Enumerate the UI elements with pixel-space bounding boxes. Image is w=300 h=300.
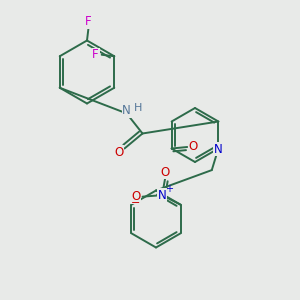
Text: O: O: [115, 146, 124, 159]
Text: N: N: [158, 189, 167, 202]
Text: O: O: [189, 140, 198, 153]
Text: F: F: [92, 48, 99, 61]
Text: N: N: [122, 104, 131, 118]
Text: N: N: [213, 142, 222, 156]
Text: +: +: [165, 184, 173, 194]
Text: −: −: [131, 198, 141, 208]
Text: O: O: [160, 166, 170, 178]
Text: F: F: [85, 15, 92, 28]
Text: O: O: [131, 190, 141, 203]
Text: H: H: [134, 103, 142, 113]
